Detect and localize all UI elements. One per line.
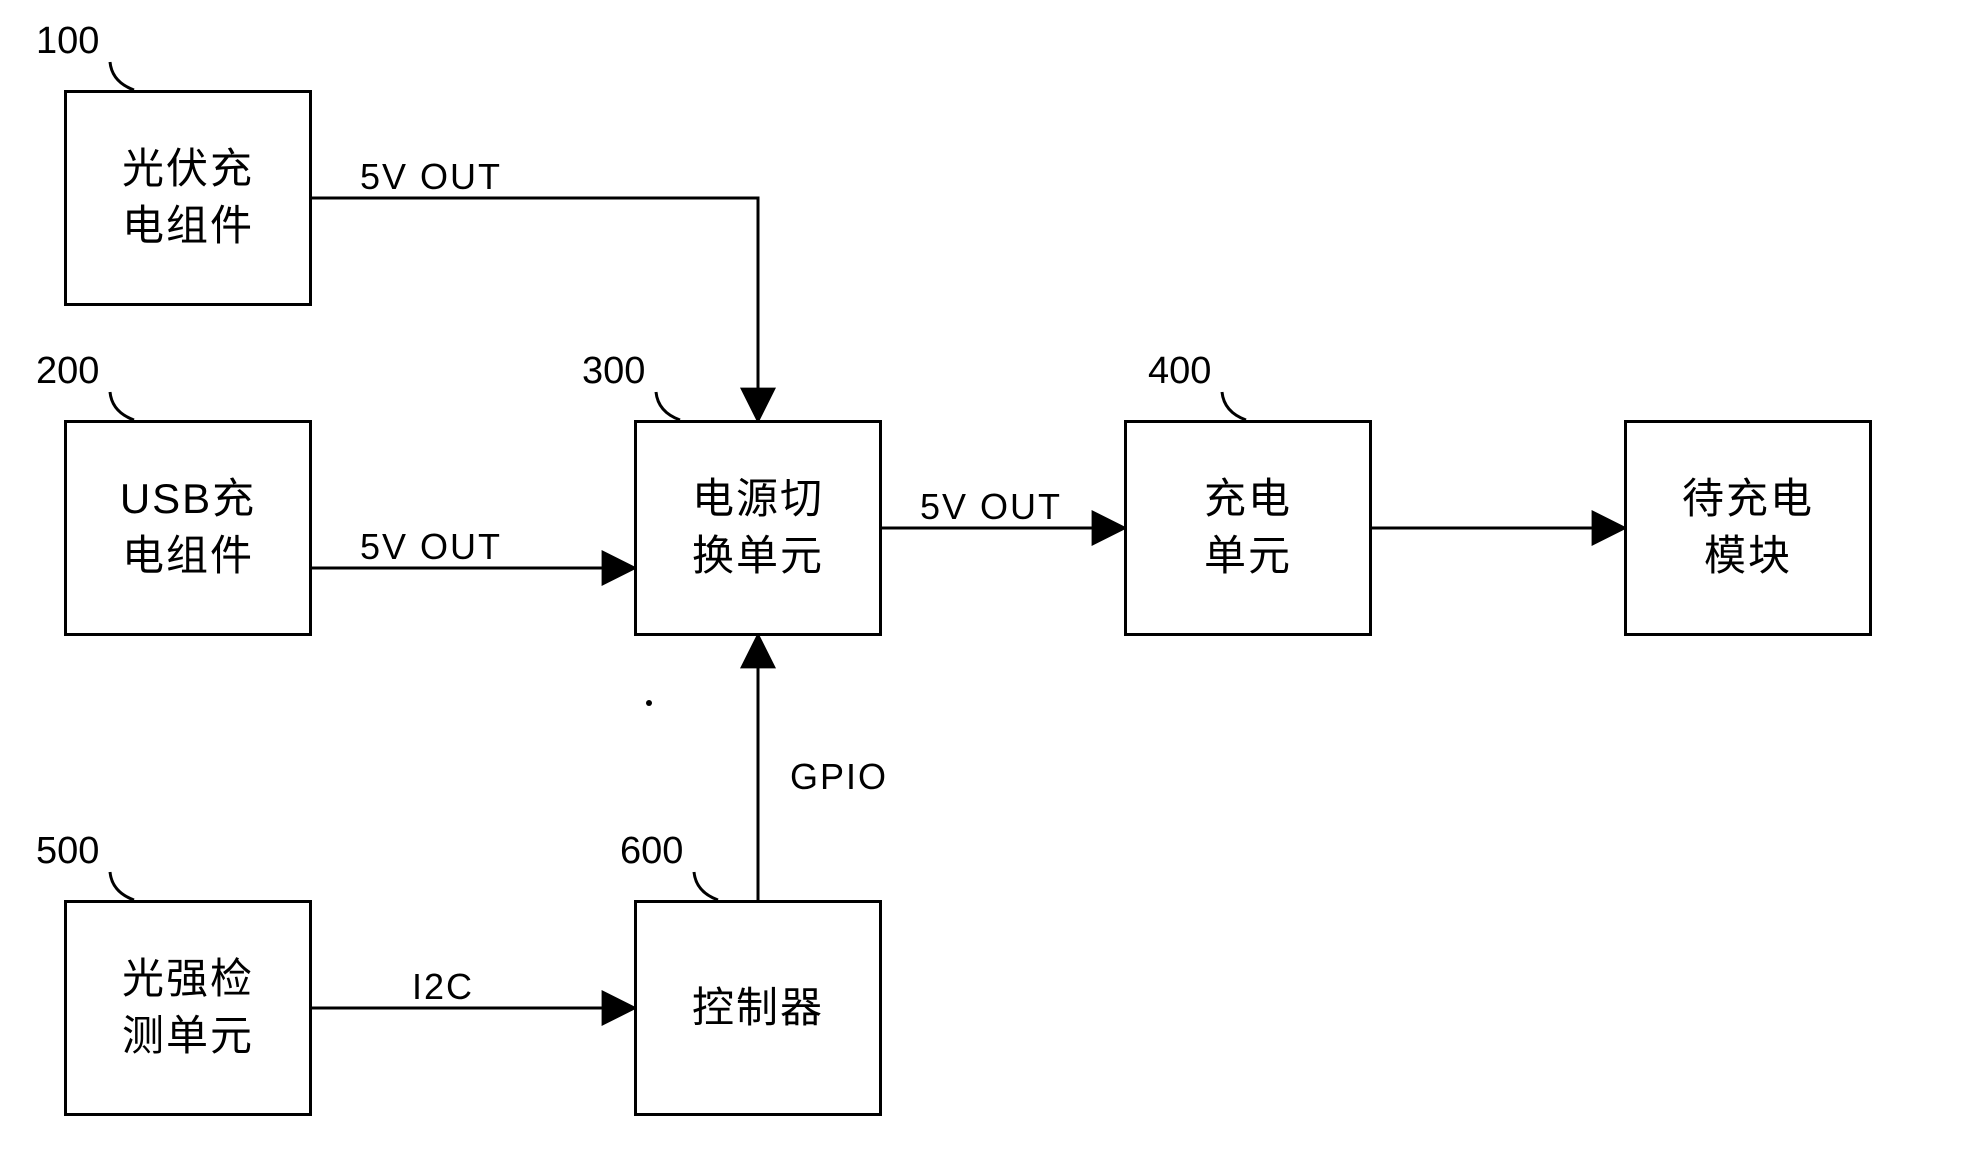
ref-300: 300 xyxy=(582,350,645,393)
block-200-usb-charger: USB充 电组件 xyxy=(64,420,312,636)
block-400-charge-unit: 充电 单元 xyxy=(1124,420,1372,636)
block-out-module: 待充电 模块 xyxy=(1624,420,1872,636)
block-600-line1: 控制器 xyxy=(692,980,824,1037)
leader-600 xyxy=(694,872,718,900)
edge-label-e2: 5V OUT xyxy=(360,526,502,568)
stray-dot xyxy=(646,700,652,706)
block-100-pv-charger: 光伏充 电组件 xyxy=(64,90,312,306)
block-out-line1: 待充电 xyxy=(1682,471,1814,528)
ref-600: 600 xyxy=(620,830,683,873)
block-100-line1: 光伏充 xyxy=(122,141,254,198)
block-500-line2: 测单元 xyxy=(122,1008,254,1065)
block-out-line2: 模块 xyxy=(1704,528,1792,585)
edge-label-e3: 5V OUT xyxy=(920,486,1062,528)
block-diagram: 光伏充 电组件 USB充 电组件 电源切 换单元 充电 单元 待充电 模块 光强… xyxy=(0,0,1986,1158)
leader-300 xyxy=(656,392,680,420)
block-300-line2: 换单元 xyxy=(692,528,824,585)
block-400-line1: 充电 xyxy=(1204,471,1292,528)
block-400-line2: 单元 xyxy=(1204,528,1292,585)
leader-100 xyxy=(110,62,134,90)
block-100-line2: 电组件 xyxy=(122,198,254,255)
edge-label-e5: I2C xyxy=(412,966,474,1008)
block-300-line1: 电源切 xyxy=(692,471,824,528)
block-500-line1: 光强检 xyxy=(122,951,254,1008)
leader-400 xyxy=(1222,392,1246,420)
ref-100: 100 xyxy=(36,20,99,63)
block-300-power-switch: 电源切 换单元 xyxy=(634,420,882,636)
leader-200 xyxy=(110,392,134,420)
ref-400: 400 xyxy=(1148,350,1211,393)
ref-500: 500 xyxy=(36,830,99,873)
leader-500 xyxy=(110,872,134,900)
block-600-controller: 控制器 xyxy=(634,900,882,1116)
block-500-light-detect: 光强检 测单元 xyxy=(64,900,312,1116)
block-200-line2: 电组件 xyxy=(122,528,254,585)
edge-label-e6: GPIO xyxy=(790,756,888,798)
ref-200: 200 xyxy=(36,350,99,393)
edge-100-to-300 xyxy=(312,198,758,420)
block-200-line1: USB充 xyxy=(120,471,256,528)
edge-label-e1: 5V OUT xyxy=(360,156,502,198)
